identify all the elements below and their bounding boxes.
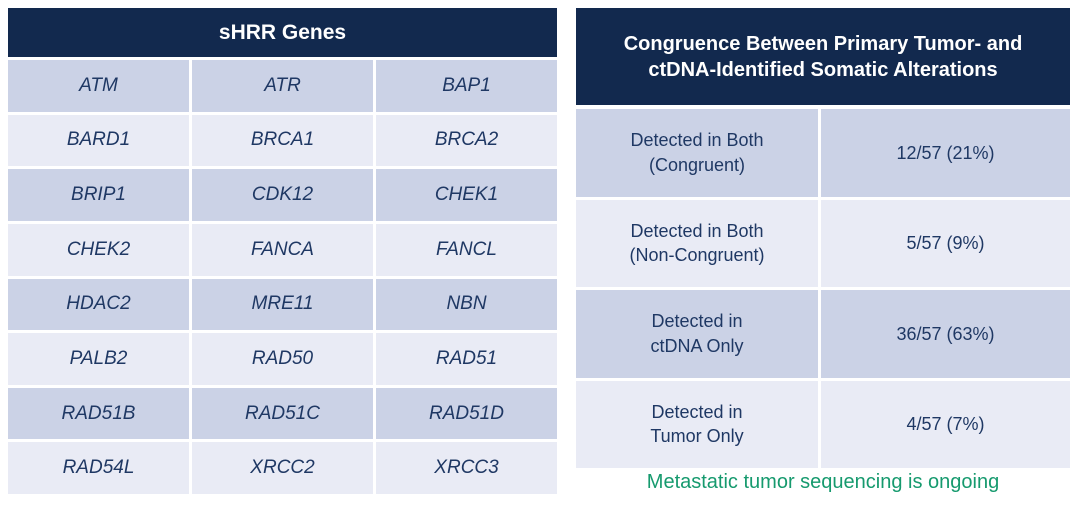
shrr-genes-header: sHRR Genes <box>8 8 557 57</box>
gene-cell: BAP1 <box>376 60 557 112</box>
gene-cell: HDAC2 <box>8 278 189 331</box>
congruence-grid: Detected in Both (Congruent) 12/57 (21%)… <box>576 109 1070 468</box>
gene-cell: ATR <box>192 60 373 112</box>
congruence-value: 12/57 (21%) <box>821 109 1070 197</box>
gene-cell: FANCL <box>376 223 557 276</box>
gene-cell: RAD51B <box>8 387 189 440</box>
congruence-value: 36/57 (63%) <box>821 290 1070 378</box>
congruence-category: Detected in Both (Non-Congruent) <box>576 199 818 287</box>
gene-cell: BRCA2 <box>376 114 557 167</box>
gene-cell: RAD54L <box>8 442 189 494</box>
shrr-genes-grid: ATM ATR BAP1 BARD1 BRCA1 BRCA2 BRIP1 CDK… <box>8 60 557 494</box>
congruence-category: Detected in Tumor Only <box>576 380 818 468</box>
gene-cell: MRE11 <box>192 278 373 331</box>
gene-cell: BRCA1 <box>192 114 373 167</box>
gene-cell: CHEK2 <box>8 223 189 276</box>
congruence-value: 5/57 (9%) <box>821 199 1070 287</box>
congruence-category: Detected in Both (Congruent) <box>576 109 818 197</box>
gene-cell: XRCC3 <box>376 442 557 494</box>
gene-cell: BRIP1 <box>8 169 189 221</box>
shrr-genes-table: sHRR Genes ATM ATR BAP1 BARD1 BRCA1 BRCA… <box>8 8 557 494</box>
congruence-table: Congruence Between Primary Tumor- and ct… <box>576 8 1070 468</box>
gene-cell: RAD51C <box>192 387 373 440</box>
congruence-value: 4/57 (7%) <box>821 380 1070 468</box>
gene-cell: NBN <box>376 278 557 331</box>
gene-cell: BARD1 <box>8 114 189 167</box>
congruence-header: Congruence Between Primary Tumor- and ct… <box>576 8 1070 105</box>
gene-cell: CDK12 <box>192 169 373 221</box>
congruence-category: Detected in ctDNA Only <box>576 290 818 378</box>
gene-cell: ATM <box>8 60 189 112</box>
gene-cell: FANCA <box>192 223 373 276</box>
gene-cell: RAD50 <box>192 333 373 385</box>
gene-cell: RAD51 <box>376 333 557 385</box>
gene-cell: XRCC2 <box>192 442 373 494</box>
gene-cell: CHEK1 <box>376 169 557 221</box>
gene-cell: PALB2 <box>8 333 189 385</box>
sequencing-ongoing-note: Metastatic tumor sequencing is ongoing <box>646 471 1000 493</box>
gene-cell: RAD51D <box>376 387 557 440</box>
